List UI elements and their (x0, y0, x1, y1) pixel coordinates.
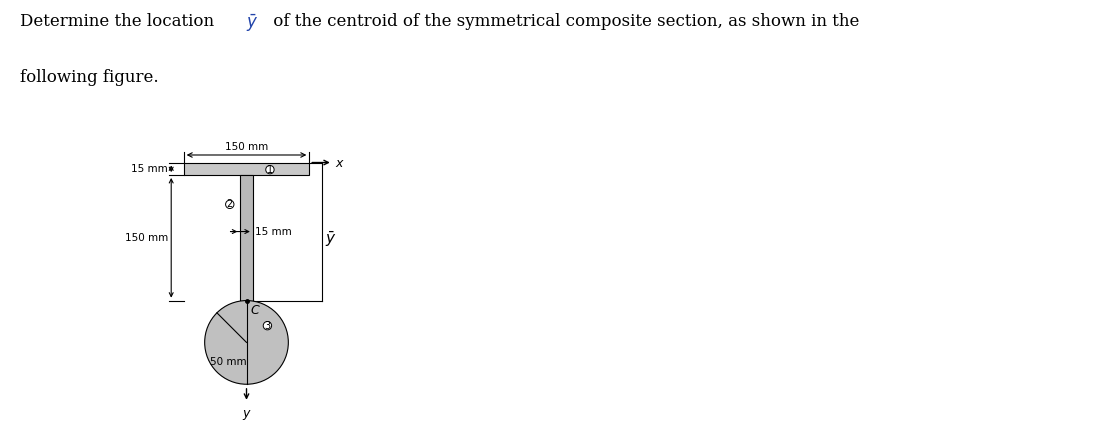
Bar (184, 163, 309, 175)
Text: $\bar{y}$: $\bar{y}$ (325, 230, 337, 249)
Text: 15 mm: 15 mm (131, 164, 167, 174)
Text: Determine the location: Determine the location (20, 13, 220, 30)
Text: $C$: $C$ (250, 304, 261, 317)
Circle shape (263, 321, 272, 330)
Circle shape (225, 200, 234, 209)
Text: 3: 3 (264, 320, 271, 331)
Text: $y$: $y$ (242, 408, 252, 422)
Text: of the centroid of the symmetrical composite section, as shown in the: of the centroid of the symmetrical compo… (268, 13, 859, 30)
Text: $x$: $x$ (335, 157, 345, 170)
Bar (241, 175, 253, 300)
Text: 50 mm: 50 mm (210, 358, 246, 367)
Text: 150 mm: 150 mm (124, 233, 167, 243)
Text: 1: 1 (267, 164, 273, 175)
Text: 2: 2 (226, 199, 233, 209)
Text: 15 mm: 15 mm (255, 227, 292, 236)
Circle shape (266, 165, 274, 174)
Text: 150 mm: 150 mm (225, 142, 268, 152)
Text: following figure.: following figure. (20, 69, 159, 86)
Text: $\bar{y}$: $\bar{y}$ (246, 13, 258, 34)
Circle shape (205, 300, 288, 384)
